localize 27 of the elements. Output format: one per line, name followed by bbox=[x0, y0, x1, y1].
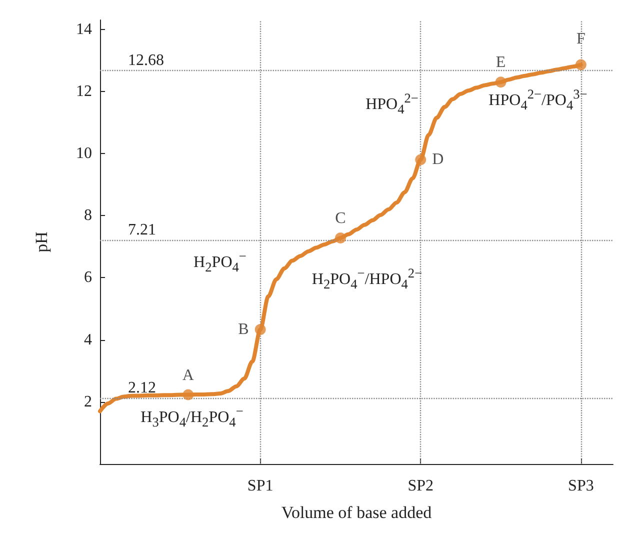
data-label: A bbox=[182, 366, 194, 384]
x-tick-label: SP3 bbox=[568, 478, 594, 494]
y-tick-label: 12 bbox=[76, 82, 92, 100]
y-tick-label: 2 bbox=[84, 393, 92, 410]
x-axis-title: Volume of base added bbox=[281, 503, 432, 522]
data-label: E bbox=[496, 54, 506, 72]
point bbox=[182, 389, 194, 400]
y-tick-label: 10 bbox=[76, 145, 92, 162]
data-label: F bbox=[576, 30, 586, 48]
point bbox=[334, 232, 346, 244]
ref-line-label: 2.12 bbox=[128, 380, 156, 397]
ref-line-label: 12.68 bbox=[128, 52, 164, 69]
data-label: D bbox=[432, 151, 444, 168]
y-tick-label: 14 bbox=[76, 20, 92, 38]
point bbox=[495, 76, 506, 88]
y-tick-label: 6 bbox=[84, 269, 92, 286]
x-tick-label: SP2 bbox=[408, 478, 434, 494]
point bbox=[575, 59, 586, 70]
point bbox=[254, 324, 266, 336]
y-axis-title: pH bbox=[32, 232, 51, 252]
ref-line-label: 7.21 bbox=[128, 222, 156, 239]
y-tick-label: 4 bbox=[84, 331, 92, 348]
point bbox=[415, 154, 426, 166]
data-label: B bbox=[238, 321, 249, 338]
data-label: C bbox=[335, 210, 346, 227]
y-tick-label: 8 bbox=[84, 207, 92, 224]
x-tick-label: SP1 bbox=[247, 478, 274, 494]
